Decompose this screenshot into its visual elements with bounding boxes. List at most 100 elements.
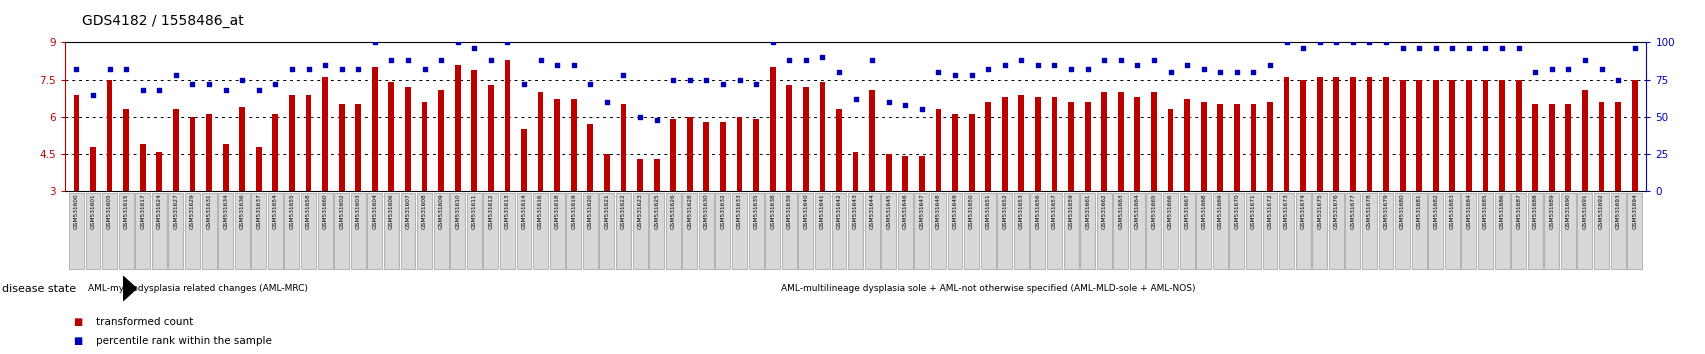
Text: GSM531672: GSM531672 bbox=[1267, 194, 1272, 229]
Text: GSM531654: GSM531654 bbox=[273, 194, 278, 229]
Bar bbox=[670, 119, 675, 191]
Point bbox=[312, 62, 339, 68]
FancyBboxPatch shape bbox=[1311, 193, 1326, 269]
Point bbox=[1338, 40, 1366, 45]
Point bbox=[742, 81, 769, 87]
Bar bbox=[1166, 109, 1173, 191]
Text: GSM531682: GSM531682 bbox=[1432, 194, 1437, 229]
Point bbox=[1603, 77, 1630, 82]
Bar bbox=[372, 67, 377, 191]
Bar bbox=[1299, 80, 1306, 191]
FancyBboxPatch shape bbox=[650, 193, 663, 269]
FancyBboxPatch shape bbox=[1494, 193, 1509, 269]
FancyBboxPatch shape bbox=[980, 193, 996, 269]
Text: GSM531688: GSM531688 bbox=[1531, 194, 1536, 229]
Bar bbox=[720, 122, 725, 191]
Text: GSM531686: GSM531686 bbox=[1499, 194, 1504, 229]
FancyBboxPatch shape bbox=[1146, 193, 1161, 269]
Bar bbox=[1565, 104, 1570, 191]
FancyBboxPatch shape bbox=[1461, 193, 1475, 269]
Point bbox=[759, 40, 786, 45]
Text: GSM531607: GSM531607 bbox=[406, 194, 411, 229]
Text: GSM531609: GSM531609 bbox=[438, 194, 443, 229]
FancyBboxPatch shape bbox=[1079, 193, 1095, 269]
FancyBboxPatch shape bbox=[1543, 193, 1558, 269]
Bar bbox=[1001, 97, 1008, 191]
FancyBboxPatch shape bbox=[285, 193, 298, 269]
Point bbox=[1471, 46, 1499, 51]
Bar bbox=[1598, 102, 1603, 191]
FancyBboxPatch shape bbox=[1345, 193, 1359, 269]
FancyBboxPatch shape bbox=[534, 193, 547, 269]
Bar bbox=[769, 67, 776, 191]
Point bbox=[113, 67, 140, 72]
Point bbox=[493, 40, 520, 45]
FancyBboxPatch shape bbox=[1610, 193, 1625, 269]
Text: GSM531662: GSM531662 bbox=[1101, 194, 1107, 229]
Point bbox=[692, 77, 720, 82]
Point bbox=[1405, 46, 1432, 51]
Text: GSM531614: GSM531614 bbox=[522, 194, 527, 229]
Text: GSM531681: GSM531681 bbox=[1415, 194, 1420, 229]
Point bbox=[1107, 57, 1134, 63]
Bar bbox=[985, 102, 991, 191]
FancyBboxPatch shape bbox=[598, 193, 614, 269]
Point bbox=[344, 67, 372, 72]
Bar bbox=[604, 154, 609, 191]
Text: GSM531653: GSM531653 bbox=[1018, 194, 1023, 229]
Text: GSM531687: GSM531687 bbox=[1516, 194, 1521, 229]
Text: GSM531646: GSM531646 bbox=[902, 194, 907, 229]
Text: GSM531640: GSM531640 bbox=[803, 194, 808, 229]
FancyBboxPatch shape bbox=[1560, 193, 1575, 269]
FancyBboxPatch shape bbox=[997, 193, 1011, 269]
Bar bbox=[636, 159, 643, 191]
Bar bbox=[621, 104, 626, 191]
Point bbox=[196, 81, 223, 87]
Text: GSM531616: GSM531616 bbox=[537, 194, 542, 229]
Text: GSM531667: GSM531667 bbox=[1183, 194, 1188, 229]
Text: GSM531689: GSM531689 bbox=[1548, 194, 1553, 229]
Point bbox=[1255, 62, 1282, 68]
Text: GSM531630: GSM531630 bbox=[704, 194, 709, 229]
Point bbox=[1321, 40, 1349, 45]
Point bbox=[179, 81, 206, 87]
Text: GSM531615: GSM531615 bbox=[123, 194, 128, 229]
Point bbox=[246, 87, 273, 93]
Text: GSM531670: GSM531670 bbox=[1234, 194, 1238, 229]
FancyBboxPatch shape bbox=[152, 193, 167, 269]
Bar bbox=[1117, 92, 1124, 191]
Point bbox=[1487, 46, 1514, 51]
Point bbox=[211, 87, 239, 93]
FancyBboxPatch shape bbox=[1294, 193, 1309, 269]
Text: GSM531683: GSM531683 bbox=[1449, 194, 1454, 229]
Text: GSM531605: GSM531605 bbox=[107, 194, 113, 229]
Point bbox=[1089, 57, 1117, 63]
Text: GSM531658: GSM531658 bbox=[305, 194, 310, 229]
Text: GSM531608: GSM531608 bbox=[421, 194, 426, 229]
Bar bbox=[752, 119, 759, 191]
Point bbox=[941, 72, 968, 78]
Text: GSM531680: GSM531680 bbox=[1400, 194, 1405, 229]
FancyBboxPatch shape bbox=[1212, 193, 1228, 269]
Point bbox=[1371, 40, 1398, 45]
Bar bbox=[1531, 104, 1538, 191]
Point bbox=[825, 69, 852, 75]
Bar bbox=[1183, 99, 1190, 191]
Text: GSM531602: GSM531602 bbox=[339, 194, 344, 229]
Text: GSM531625: GSM531625 bbox=[653, 194, 658, 229]
Bar bbox=[786, 85, 791, 191]
Bar bbox=[172, 109, 179, 191]
Bar bbox=[803, 87, 808, 191]
Point bbox=[361, 40, 389, 45]
FancyBboxPatch shape bbox=[251, 193, 266, 269]
FancyBboxPatch shape bbox=[334, 193, 350, 269]
Point bbox=[1057, 67, 1084, 72]
Text: GSM531677: GSM531677 bbox=[1350, 194, 1354, 229]
Point bbox=[609, 72, 636, 78]
Bar bbox=[223, 144, 228, 191]
FancyBboxPatch shape bbox=[963, 193, 979, 269]
Bar bbox=[737, 117, 742, 191]
FancyBboxPatch shape bbox=[367, 193, 382, 269]
Point bbox=[162, 72, 189, 78]
Point bbox=[460, 46, 488, 51]
